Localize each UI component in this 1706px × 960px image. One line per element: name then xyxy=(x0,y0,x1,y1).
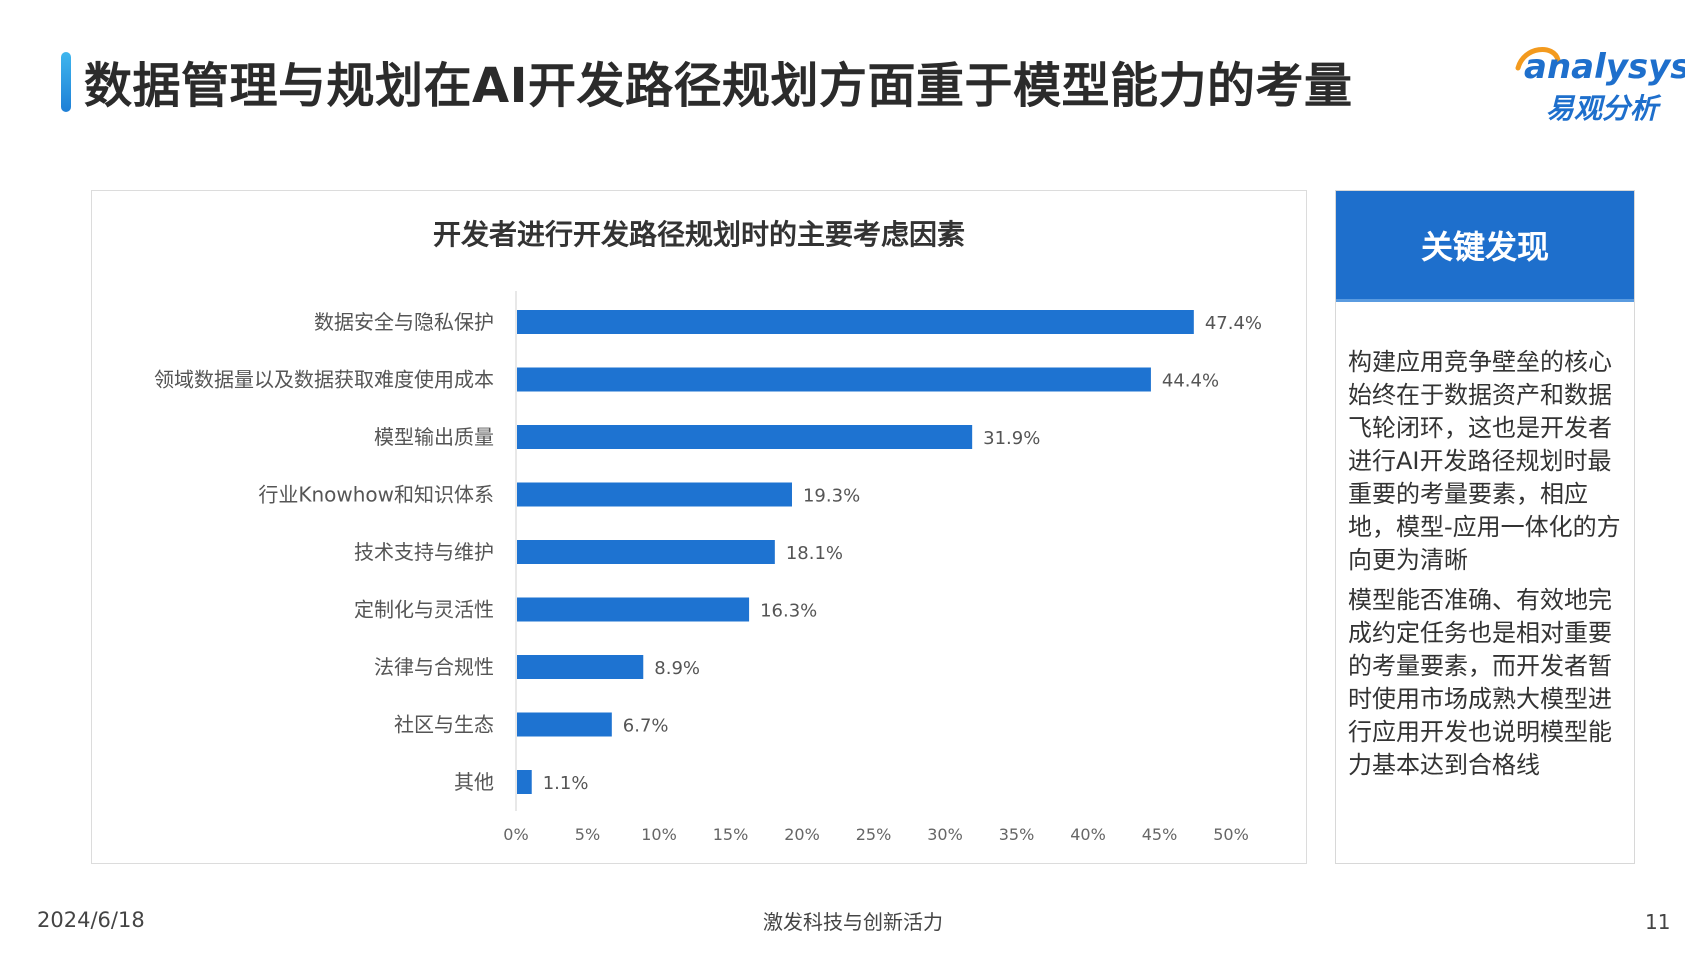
category-label: 技术支持与维护 xyxy=(354,540,494,564)
category-label: 领域数据量以及数据获取难度使用成本 xyxy=(154,368,494,392)
bar xyxy=(517,310,1194,334)
x-tick-label: 0% xyxy=(503,825,528,844)
bar xyxy=(517,425,973,449)
logo-en-text: analysys xyxy=(1524,47,1685,87)
x-tick-label: 25% xyxy=(856,825,892,844)
page-title: 数据管理与规划在AI开发路径规划方面重于模型能力的考量 xyxy=(84,58,1353,114)
bar xyxy=(517,540,775,564)
data-label: 19.3% xyxy=(803,486,860,507)
category-label: 社区与生态 xyxy=(394,713,494,737)
bar-chart: 数据安全与隐私保护 47.4% 领域数据量以及数据获取难度使用成本 44.4% 模型输出… xyxy=(154,291,1262,844)
category-label: 其他 xyxy=(454,770,494,794)
data-label: 6.7% xyxy=(623,716,669,737)
panel-header: 关键发现 xyxy=(1336,191,1634,302)
x-tick-label: 35% xyxy=(999,825,1035,844)
data-label: 44.4% xyxy=(1162,371,1219,392)
finding-paragraph-2: 模型能否准确、有效地完成约定任务也是相对重要的考量要素，而开发者暂时使用市场成熟… xyxy=(1348,586,1612,779)
logo-cn-text: 易观分析 xyxy=(1546,92,1662,125)
data-label: 47.4% xyxy=(1205,313,1262,334)
key-findings-panel: 关键发现 构建应用竞争壁垒的核心始终在于数据资产和数据飞轮闭环，这也是开发者进行… xyxy=(1335,190,1635,864)
finding-paragraph-1: 构建应用竞争壁垒的核心始终在于数据资产和数据飞轮闭环，这也是开发者进行AI开发路… xyxy=(1348,348,1621,574)
bar xyxy=(517,367,1151,392)
footer-slogan: 激发科技与创新活力 xyxy=(763,910,943,934)
chart-title: 开发者进行开发路径规划时的主要考虑因素 xyxy=(432,218,965,251)
data-label: 16.3% xyxy=(760,601,817,622)
category-label: 定制化与灵活性 xyxy=(354,598,494,622)
chart-container: 开发者进行开发路径规划时的主要考虑因素 数据安全与隐私保护 47.4% 领域数据量以… xyxy=(91,190,1307,864)
data-label: 18.1% xyxy=(786,543,843,564)
x-tick-label: 10% xyxy=(641,825,677,844)
bar xyxy=(517,655,644,679)
x-tick-label: 30% xyxy=(927,825,963,844)
x-tick-label: 45% xyxy=(1142,825,1178,844)
x-tick-label: 40% xyxy=(1070,825,1106,844)
x-tick-label: 15% xyxy=(713,825,749,844)
category-label: 模型输出质量 xyxy=(374,425,494,449)
category-label: 法律与合规性 xyxy=(374,655,494,679)
title-accent-bar xyxy=(61,52,71,112)
analysys-logo: analysys 易观分析 xyxy=(1515,47,1685,125)
category-label: 数据安全与隐私保护 xyxy=(314,310,494,334)
bar xyxy=(517,597,750,622)
bar xyxy=(517,482,792,507)
category-label: 行业Knowhow和知识体系 xyxy=(258,483,494,507)
page-number: 11 xyxy=(1645,910,1671,934)
data-label: 8.9% xyxy=(654,658,700,679)
x-tick-label: 20% xyxy=(784,825,820,844)
data-label: 31.9% xyxy=(983,428,1040,449)
data-label: 1.1% xyxy=(543,773,589,794)
bar xyxy=(517,770,532,794)
x-tick-label: 50% xyxy=(1213,825,1249,844)
x-tick-label: 5% xyxy=(575,825,600,844)
bar xyxy=(517,712,612,737)
footer-date: 2024/6/18 xyxy=(37,908,145,932)
